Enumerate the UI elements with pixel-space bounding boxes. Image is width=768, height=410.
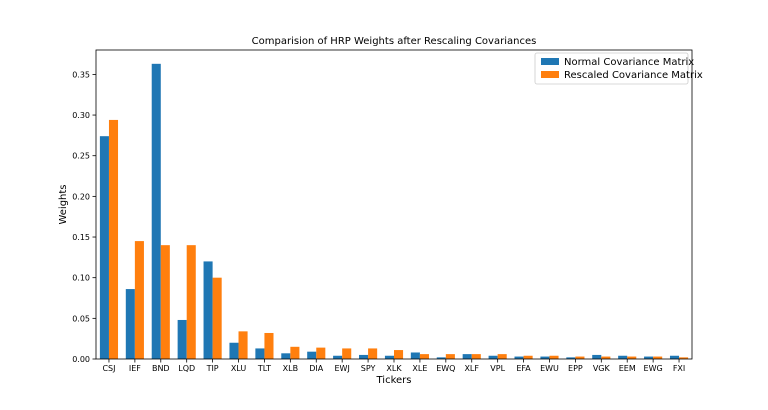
bar-normal-spy bbox=[359, 354, 369, 359]
bar-rescaled-tlt bbox=[264, 332, 274, 359]
bar-rescaled-ewu bbox=[549, 355, 559, 359]
x-tick-label: LQD bbox=[178, 364, 195, 373]
x-tick-label: SPY bbox=[361, 364, 376, 373]
bar-rescaled-tip bbox=[212, 277, 222, 359]
bar-rescaled-ewj bbox=[342, 348, 352, 359]
bar-normal-xle bbox=[410, 352, 420, 359]
x-tick-label: XLB bbox=[283, 364, 298, 373]
bar-rescaled-xlf bbox=[471, 354, 481, 359]
y-axis: 0.00 0.05 0.10 0.15 0.20 0.25 0.30 0.35 bbox=[72, 70, 96, 364]
legend-swatch-rescaled bbox=[541, 71, 559, 78]
bar-rescaled-csj bbox=[108, 119, 119, 360]
bar-rescaled-efa bbox=[523, 355, 533, 359]
x-tick-label: EWG bbox=[644, 364, 663, 373]
bar-normal-tlt bbox=[255, 348, 265, 359]
x-tick-label: TLT bbox=[257, 364, 271, 373]
x-tick-label: EWU bbox=[540, 364, 559, 373]
bar-normal-tip bbox=[203, 261, 213, 359]
x-tick-label: VPL bbox=[490, 364, 505, 373]
bar-normal-dia bbox=[307, 351, 317, 359]
bar-normal-ewg bbox=[644, 356, 654, 359]
bar-normal-csj bbox=[99, 136, 109, 359]
bar-normal-fxi bbox=[669, 355, 680, 359]
bar-rescaled-bnd bbox=[160, 245, 170, 359]
bar-normal-ewu bbox=[540, 356, 550, 359]
bar-rescaled-spy bbox=[368, 348, 378, 359]
bar-rescaled-xlu bbox=[238, 331, 248, 359]
y-tick-label: 0.25 bbox=[72, 152, 90, 161]
x-tick-label: BND bbox=[152, 364, 170, 373]
bar-rescaled-ewq bbox=[445, 354, 455, 359]
x-axis-title: Tickers bbox=[376, 375, 412, 386]
x-tick-label: EPP bbox=[568, 364, 583, 373]
bar-normal-vgk bbox=[592, 354, 602, 359]
legend-swatch-normal bbox=[541, 58, 559, 65]
bar-normal-ief bbox=[125, 289, 135, 359]
x-tick-label: EWQ bbox=[436, 364, 455, 373]
bar-rescaled-dia bbox=[316, 347, 326, 359]
y-tick-label: 0.35 bbox=[72, 70, 90, 79]
plot-frame bbox=[95, 49, 693, 360]
bar-normal-efa bbox=[514, 356, 524, 359]
bar-normal-xlk bbox=[384, 355, 394, 359]
bar-normal-xlb bbox=[281, 353, 291, 359]
x-tick-label: DIA bbox=[309, 364, 324, 373]
x-tick-label: FXI bbox=[673, 364, 685, 373]
y-tick-label: 0.30 bbox=[72, 111, 90, 120]
y-tick-label: 0.00 bbox=[72, 355, 90, 364]
bar-rescaled-vgk bbox=[601, 356, 611, 359]
bar-rescaled-ewg bbox=[653, 356, 663, 359]
y-tick-label: 0.20 bbox=[72, 192, 90, 201]
x-tick-label: EEM bbox=[619, 364, 636, 373]
plot-area bbox=[99, 63, 689, 360]
bar-normal-bnd bbox=[151, 63, 161, 359]
bar-rescaled-ief bbox=[134, 241, 144, 359]
x-tick-label: EFA bbox=[516, 364, 531, 373]
legend: Normal Covariance Matrix Rescaled Covaria… bbox=[534, 52, 703, 85]
bar-normal-lqd bbox=[177, 319, 187, 359]
x-tick-label: VGK bbox=[593, 364, 611, 373]
bar-rescaled-xle bbox=[419, 354, 429, 359]
x-tick-label: IEF bbox=[129, 364, 141, 373]
bar-normal-eem bbox=[618, 355, 628, 359]
bar-rescaled-epp bbox=[575, 356, 585, 359]
bar-rescaled-fxi bbox=[679, 357, 689, 359]
y-axis-title: Weights bbox=[58, 184, 69, 224]
bar-rescaled-lqd bbox=[186, 245, 196, 359]
legend-label-normal: Normal Covariance Matrix bbox=[564, 57, 694, 68]
legend-frame bbox=[534, 52, 689, 85]
y-tick-label: 0.05 bbox=[72, 314, 90, 323]
bar-rescaled-vpl bbox=[497, 354, 507, 359]
x-axis: CSJ IEF BND LQD TIP XLU TLT XLB DIA EWJ SPY XLK XLE E… bbox=[102, 359, 685, 373]
x-tick-label: XLK bbox=[386, 364, 402, 373]
x-tick-label: CSJ bbox=[102, 364, 115, 373]
bar-normal-ewj bbox=[333, 355, 343, 359]
x-tick-label: XLF bbox=[464, 364, 479, 373]
bar-normal-xlf bbox=[462, 354, 472, 359]
x-tick-label: XLE bbox=[412, 364, 427, 373]
y-tick-label: 0.15 bbox=[72, 233, 90, 242]
x-tick-label: EWJ bbox=[335, 364, 350, 373]
bar-rescaled-xlk bbox=[394, 350, 404, 359]
bar-normal-vpl bbox=[488, 355, 498, 359]
bar-normal-ewq bbox=[436, 357, 446, 359]
bar-rescaled-xlb bbox=[290, 346, 300, 359]
y-tick-label: 0.10 bbox=[72, 274, 90, 283]
bar-rescaled-eem bbox=[627, 356, 637, 359]
bar-normal-xlu bbox=[229, 342, 239, 359]
x-tick-label: TIP bbox=[206, 364, 219, 373]
chart-title: Comparision of HRP Weights after Rescali… bbox=[252, 36, 537, 47]
legend-label-rescaled: Rescaled Covariance Matrix bbox=[564, 70, 703, 81]
bar-normal-epp bbox=[566, 357, 576, 359]
x-tick-label: XLU bbox=[231, 364, 247, 373]
